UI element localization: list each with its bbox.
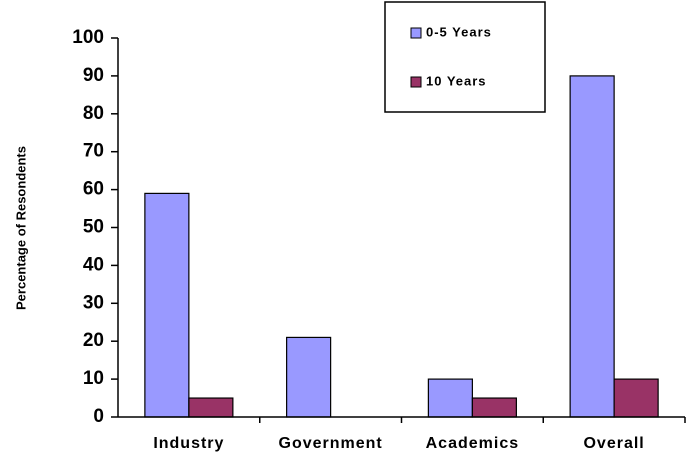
y-tick-label: 40 (83, 254, 104, 275)
bar (613, 378, 659, 418)
bar (188, 397, 234, 418)
x-tick-label: Overall (583, 435, 644, 452)
x-tick-label: Industry (153, 435, 224, 452)
legend-box (384, 1, 546, 113)
legend-swatch (410, 27, 422, 39)
bar (144, 192, 190, 418)
x-tick-label: Academics (426, 435, 520, 452)
y-tick-label: 0 (93, 406, 104, 427)
bar (427, 378, 473, 418)
bar (286, 336, 332, 418)
y-tick-label: 10 (83, 368, 104, 389)
legend-swatch (410, 76, 422, 88)
y-tick-label: 80 (83, 103, 104, 124)
y-tick-label: 50 (83, 217, 104, 238)
y-tick-label: 100 (72, 27, 104, 48)
y-tick-label: 20 (83, 330, 104, 351)
x-tick-label: Government (279, 435, 383, 452)
bar (471, 397, 517, 418)
y-tick-label: 30 (83, 292, 104, 313)
y-axis-label: Percentage of Resondents (13, 146, 28, 310)
legend-label: 0-5 Years (426, 24, 492, 39)
legend-label: 10 Years (426, 73, 487, 88)
bar (569, 75, 615, 418)
y-tick-label: 70 (83, 141, 104, 162)
y-tick-label: 90 (83, 65, 104, 86)
y-tick-label: 60 (83, 179, 104, 200)
